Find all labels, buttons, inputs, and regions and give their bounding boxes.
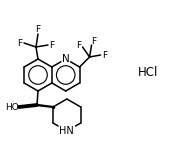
Text: F: F: [49, 40, 55, 49]
Text: HCl: HCl: [138, 66, 158, 79]
Text: F: F: [91, 36, 96, 46]
Text: F: F: [102, 51, 107, 60]
Text: F: F: [18, 39, 22, 47]
Text: F: F: [35, 26, 41, 34]
Text: HO: HO: [5, 102, 19, 112]
Text: N: N: [62, 54, 70, 64]
Text: HN: HN: [59, 126, 74, 136]
Text: F: F: [76, 40, 81, 49]
